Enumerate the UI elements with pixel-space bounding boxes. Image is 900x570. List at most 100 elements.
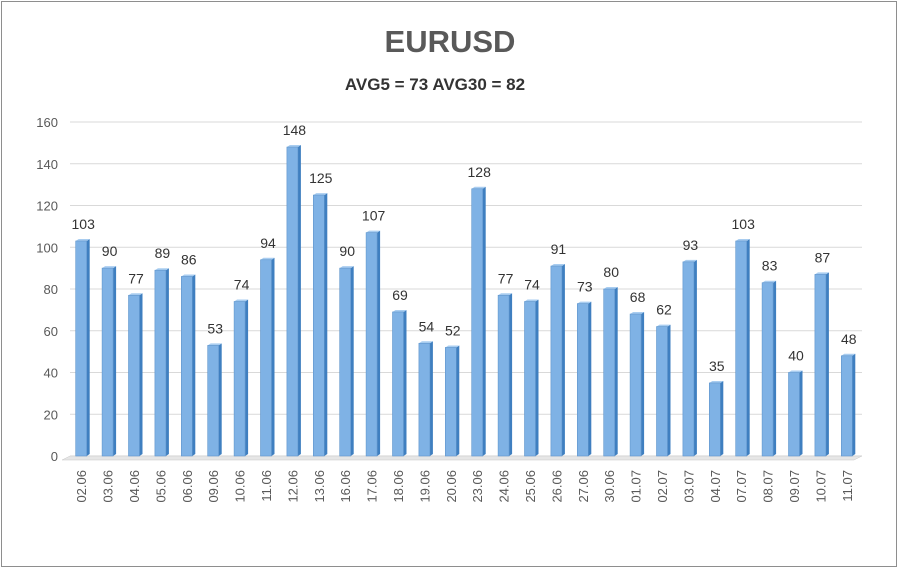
- bar-top: [286, 145, 301, 148]
- bar-side: [377, 230, 381, 456]
- bar-front: [550, 265, 563, 457]
- bar-front: [101, 267, 114, 457]
- bar-top: [550, 264, 565, 267]
- bar: [207, 343, 222, 457]
- bar-top: [234, 299, 249, 302]
- x-tick-label: 16.06: [338, 470, 353, 503]
- bar: [181, 274, 196, 457]
- bar: [101, 266, 117, 457]
- data-label: 94: [260, 235, 276, 251]
- bar-side: [297, 145, 301, 457]
- bar: [656, 324, 671, 457]
- bar-side: [535, 299, 539, 456]
- bar-top: [603, 287, 618, 289]
- x-tick-label: 11.07: [840, 470, 855, 502]
- x-tick-label: 19.06: [417, 470, 432, 503]
- bar-series: [75, 145, 856, 457]
- x-tick-label: 23.06: [470, 470, 485, 503]
- bar-front: [233, 301, 246, 457]
- bar-front: [524, 301, 536, 457]
- data-label: 103: [72, 216, 96, 232]
- bar: [154, 268, 169, 457]
- bar: [708, 380, 724, 457]
- x-tick-label: 08.07: [761, 470, 776, 503]
- bar-side: [482, 186, 486, 457]
- x-tick-label: 18.06: [391, 470, 406, 503]
- x-tick-label: 25.06: [523, 470, 538, 503]
- y-tick-label: 140: [36, 157, 58, 172]
- x-tick-label: 04.06: [127, 470, 142, 503]
- bar-top: [735, 238, 750, 241]
- chart-floor-plane: [61, 455, 863, 461]
- data-label: 53: [207, 320, 223, 336]
- data-label: 93: [683, 237, 699, 253]
- bar-side: [561, 264, 565, 456]
- bar: [312, 193, 328, 457]
- bar: [75, 238, 90, 457]
- bar-top: [841, 353, 856, 356]
- bar-top: [630, 312, 645, 315]
- data-label: 48: [841, 331, 857, 347]
- bar: [128, 293, 143, 457]
- data-label: 148: [283, 122, 307, 138]
- bar-side: [693, 259, 697, 456]
- bar-front: [814, 274, 827, 457]
- bar: [629, 312, 645, 457]
- x-tick-label: 24.06: [497, 470, 512, 503]
- y-tick-label: 80: [44, 282, 58, 297]
- x-tick-label: 09.07: [787, 470, 802, 503]
- x-tick-label: 27.06: [576, 470, 591, 503]
- data-label: 125: [309, 170, 333, 186]
- bar-side: [773, 280, 777, 456]
- data-label: 68: [630, 289, 646, 305]
- bar-side: [271, 257, 275, 456]
- x-tick-label: 06.06: [180, 470, 195, 503]
- bar-front: [75, 240, 87, 457]
- bar-top: [577, 301, 592, 304]
- bar-top: [392, 309, 407, 312]
- bar-top: [154, 268, 169, 271]
- bar-side: [245, 299, 249, 456]
- x-tick-label: 03.07: [681, 470, 696, 503]
- x-tick-label: 11.06: [259, 470, 274, 502]
- bar: [761, 280, 777, 457]
- x-tick-label: 10.07: [813, 470, 828, 503]
- bar-front: [735, 240, 748, 457]
- data-label: 73: [577, 279, 593, 295]
- bar-top: [339, 266, 354, 269]
- bar-front: [392, 311, 404, 457]
- bar-side: [456, 345, 460, 456]
- chart-title: EURUSD: [384, 24, 516, 59]
- bar-top: [762, 280, 777, 283]
- bar-front: [576, 303, 589, 457]
- bar-front: [418, 342, 431, 457]
- x-tick-label: 02.07: [655, 470, 670, 503]
- bar-side: [139, 293, 143, 456]
- bar-front: [181, 276, 193, 457]
- data-label: 40: [788, 348, 804, 364]
- bar-side: [429, 341, 433, 456]
- bar: [814, 272, 829, 457]
- bar-side: [509, 293, 513, 456]
- bar-side: [113, 266, 117, 456]
- y-tick-label: 40: [44, 366, 58, 381]
- bar-front: [365, 232, 378, 457]
- x-tick-label: 26.06: [549, 470, 564, 503]
- bar-side: [746, 238, 750, 456]
- bar-side: [588, 301, 592, 456]
- data-label: 69: [392, 287, 408, 303]
- bar-top: [207, 343, 222, 346]
- data-label: 86: [181, 251, 197, 267]
- data-label: 80: [603, 264, 619, 280]
- bar-top: [709, 380, 724, 383]
- bar-side: [720, 380, 724, 456]
- data-label: 35: [709, 358, 725, 374]
- bar-top: [418, 341, 433, 344]
- bar: [233, 299, 249, 457]
- y-axis: 0 20 40 60 80 100 120 140 160: [36, 115, 58, 464]
- bar-front: [207, 345, 219, 457]
- bar-front: [444, 347, 457, 457]
- bar-front: [682, 261, 695, 457]
- bar-front: [708, 382, 721, 457]
- bar-top: [260, 257, 275, 260]
